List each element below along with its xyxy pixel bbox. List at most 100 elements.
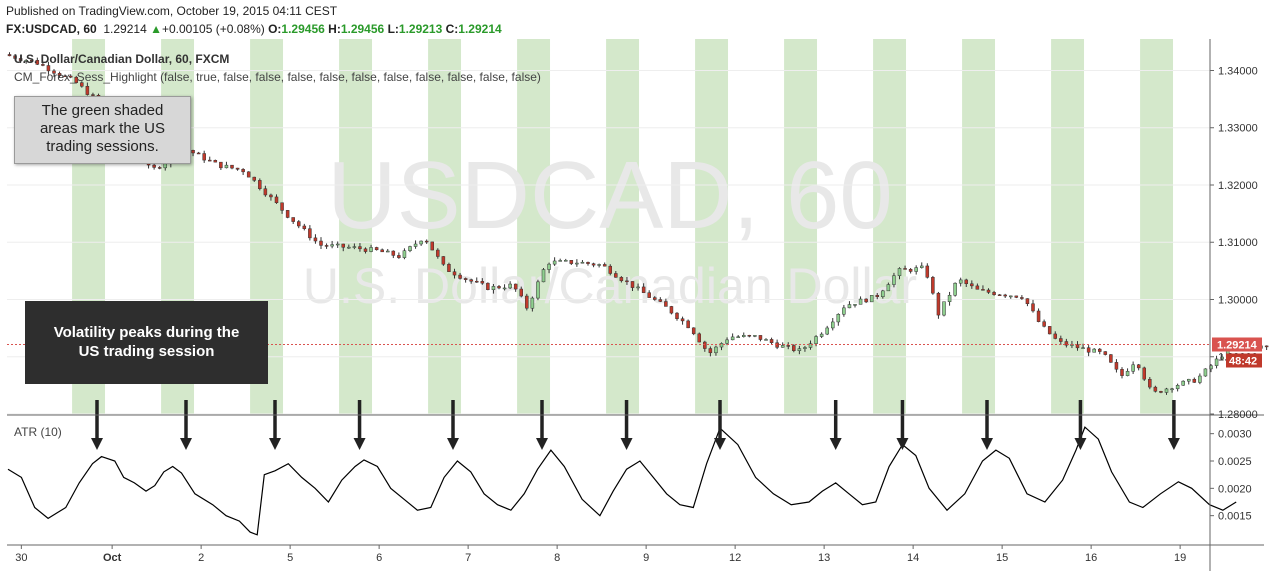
sessions-note-line: The green shaded	[41, 102, 164, 119]
candle-body	[41, 64, 45, 66]
candle-body	[241, 169, 245, 173]
time-tick-label: 8	[554, 552, 560, 564]
price-tick-label: 1.33000	[1218, 123, 1258, 135]
candle-body	[552, 260, 557, 265]
candle-body	[897, 268, 902, 276]
ticker-line: FX:USDCAD, 60 1.29214 ▲+0.00105 (+0.08%)…	[6, 22, 502, 36]
atr-line	[7, 426, 1237, 536]
candle-body	[1198, 375, 1202, 383]
candle-body	[508, 283, 512, 289]
candle-body	[725, 339, 729, 344]
candle-body	[647, 292, 651, 298]
axes: 1.280001.290001.300001.310001.320001.330…	[7, 39, 1264, 571]
candle-body	[780, 345, 785, 348]
candle-body	[836, 313, 841, 323]
candle-body	[580, 261, 585, 264]
low-value: 1.29213	[398, 22, 443, 36]
candle-body	[191, 150, 195, 154]
candle-body	[680, 318, 685, 322]
down-arrow-icon	[1167, 438, 1180, 450]
down-arrow-icon	[180, 438, 192, 450]
candle-body	[920, 265, 924, 268]
time-tick-label: 9	[643, 552, 649, 564]
candle-body	[502, 287, 507, 290]
time-tick-label: 5	[287, 552, 293, 564]
down-arrow-icon	[829, 438, 842, 450]
candle-body	[458, 274, 462, 279]
down-arrow-icon	[896, 438, 909, 450]
candle-body	[747, 335, 752, 337]
candle-body	[1086, 347, 1091, 353]
down-arrow-icon	[447, 438, 459, 450]
candle-body	[513, 283, 518, 290]
candle-body	[269, 194, 273, 198]
published-header: Published on TradingView.com, October 19…	[6, 4, 338, 18]
down-arrow-icon	[714, 438, 726, 450]
candle-body	[664, 301, 668, 307]
instrument-legend: U.S. Dollar/Canadian Dollar, 60, FXCM	[14, 52, 229, 66]
sessions-note-line: trading sessions.	[46, 138, 159, 155]
candle-body	[825, 327, 829, 335]
time-tick-label: Oct	[103, 552, 122, 564]
us-session-band	[1051, 39, 1085, 414]
candle-body	[224, 164, 229, 169]
candle-body	[519, 288, 523, 297]
candle-body	[903, 268, 907, 270]
volatility-note: Volatility peaks during the US trading s…	[25, 301, 268, 384]
candle-body	[964, 279, 968, 284]
candle-body	[1025, 298, 1030, 304]
candle-body	[1098, 348, 1102, 352]
candle-body	[386, 250, 390, 253]
candle-body	[1159, 391, 1163, 393]
candle-body	[1131, 364, 1135, 372]
symbol-label[interactable]: FX:USDCAD, 60	[6, 22, 97, 36]
candle-body	[374, 247, 379, 251]
up-triangle-icon: ▲	[150, 22, 162, 36]
candle-body	[797, 348, 802, 351]
atr-legend: ATR (10)	[14, 425, 62, 439]
candle-body	[575, 262, 579, 265]
candle-body	[163, 163, 167, 169]
candle-body	[1064, 341, 1069, 346]
candle-body	[970, 283, 974, 287]
atr-tick-label: 0.0030	[1218, 429, 1252, 441]
candle-body	[475, 280, 479, 283]
time-tick-label: 19	[1174, 552, 1186, 564]
candle-body	[258, 180, 262, 189]
price-tick-label: 1.31000	[1218, 237, 1258, 249]
candle-body	[491, 286, 496, 290]
candle-body	[881, 290, 885, 298]
open-value: 1.29456	[281, 22, 325, 36]
candle-body	[653, 297, 657, 300]
candle-body	[52, 70, 56, 74]
candle-body	[219, 161, 223, 169]
candle-body	[213, 160, 218, 163]
indicator-legend: CM_Forex_Sess_Highlight (false, true, fa…	[14, 70, 541, 84]
candle-body	[530, 297, 535, 309]
time-tick-label: 2	[198, 552, 204, 564]
candle-body	[997, 294, 1002, 296]
watermark-symbol: USDCAD, 60	[327, 142, 893, 249]
candle-body	[497, 286, 501, 289]
countdown-tag	[1226, 353, 1262, 368]
price-tick-label: 1.28000	[1218, 409, 1258, 421]
candle-body	[408, 246, 412, 251]
candle-body	[285, 210, 290, 218]
down-arrow-icon	[620, 438, 633, 450]
candle-body	[280, 202, 284, 211]
candle-body	[230, 164, 234, 169]
candle-body	[1142, 367, 1146, 380]
candle-body	[402, 250, 407, 258]
high-label: H:	[328, 22, 341, 36]
price-tick-label: 1.34000	[1218, 65, 1258, 77]
candle-body	[157, 167, 162, 169]
us-session-band	[1140, 39, 1174, 414]
candle-body	[1181, 380, 1185, 386]
us-session-band	[606, 39, 640, 414]
time-tick-label: 12	[729, 552, 741, 564]
candle-body	[1148, 378, 1152, 388]
candle-body	[1120, 369, 1124, 376]
candle-body	[758, 335, 763, 340]
candle-body	[947, 294, 952, 302]
